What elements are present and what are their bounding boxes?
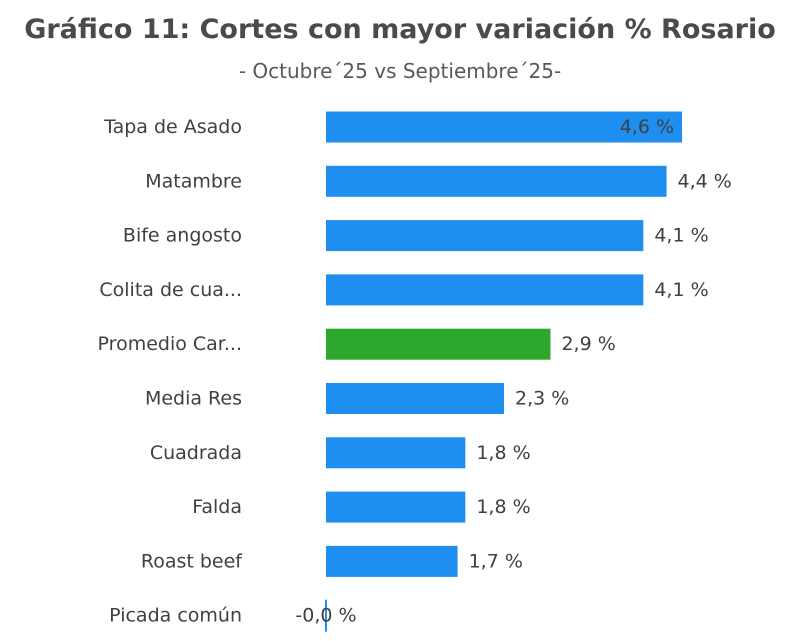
value-label: 4,4 % [678,170,732,192]
category-label: Colita de cua... [99,279,242,301]
category-label: Roast beef [141,550,243,572]
bar [326,274,644,306]
value-label: 1,8 % [476,496,530,518]
category-label: Falda [192,496,242,518]
bar [326,328,551,360]
value-label: 4,6 % [620,116,674,138]
chart-subtitle: - Octubre´25 vs Septiembre´25- [238,59,562,83]
value-label: 1,8 % [476,442,530,464]
bar [326,383,505,414]
category-label: Media Res [145,388,242,410]
bar [326,491,466,523]
value-label: -0,0 % [295,605,356,627]
bar [326,545,458,577]
value-label: 4,1 % [654,225,708,247]
bar [326,220,644,252]
bar [326,437,466,469]
category-label: Matambre [145,170,242,192]
value-label: 4,1 % [654,279,708,301]
bar [326,165,667,197]
value-label: 2,9 % [561,333,615,355]
category-label: Cuadrada [150,442,242,464]
value-label: 1,7 % [469,550,523,572]
value-label: 2,3 % [515,388,569,410]
chart-title: Gráfico 11: Cortes con mayor variación %… [24,14,776,45]
category-label: Picada común [109,605,242,627]
category-label: Bife angosto [123,225,242,247]
bar [326,111,683,143]
category-label: Promedio Car... [98,333,242,355]
category-label: Tapa de Asado [103,116,242,138]
